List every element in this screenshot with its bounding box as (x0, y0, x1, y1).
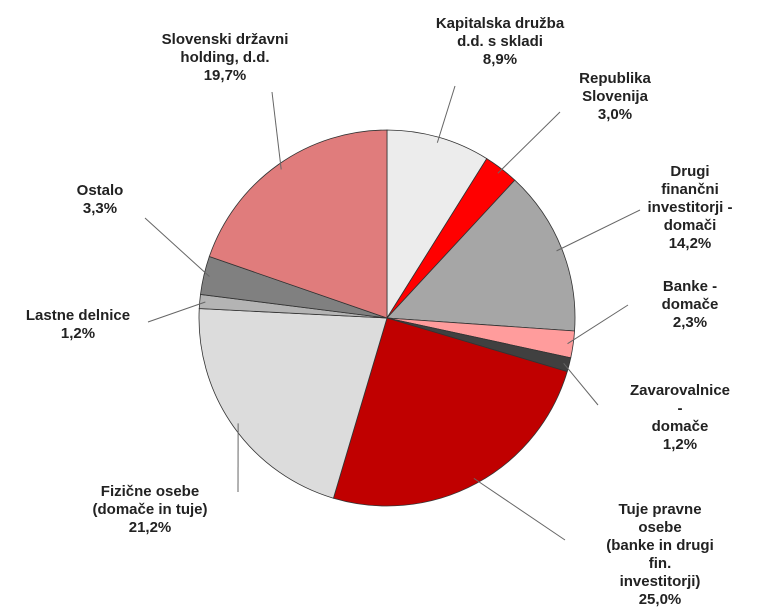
value-label: 2,3% (644, 314, 736, 332)
category-name: Zavarovalnice - domače (629, 382, 731, 436)
leader-line (145, 218, 209, 277)
category-name: Drugi finančni investitorji - domači (644, 163, 736, 235)
value-label: 25,0% (599, 591, 721, 609)
slice-label: Slovenski državni holding, d.d.19,7% (162, 31, 289, 85)
leader-line (272, 92, 281, 169)
category-name: Banke - domače (644, 278, 736, 314)
category-name: Lastne delnice (26, 307, 130, 325)
value-label: 3,3% (77, 200, 124, 218)
category-name: Tuje pravne osebe (banke in drugi fin. i… (599, 501, 721, 591)
leader-line (557, 210, 640, 251)
category-name: Fizične osebe (domače in tuje) (92, 483, 207, 519)
value-label: 19,7% (162, 67, 289, 85)
category-name: Slovenski državni holding, d.d. (162, 31, 289, 67)
leader-line (437, 86, 455, 143)
category-name: Republika Slovenija (579, 70, 651, 106)
value-label: 21,2% (92, 519, 207, 537)
slice-label: Fizične osebe (domače in tuje)21,2% (92, 483, 207, 537)
category-name: Ostalo (77, 182, 124, 200)
slice-label: Tuje pravne osebe (banke in drugi fin. i… (599, 501, 721, 609)
value-label: 14,2% (644, 235, 736, 253)
leader-line (474, 478, 565, 540)
leader-line (564, 363, 598, 405)
category-name: Kapitalska družba d.d. s skladi (436, 15, 564, 51)
value-label: 1,2% (629, 436, 731, 454)
value-label: 8,9% (436, 51, 564, 69)
leader-line (568, 305, 628, 344)
leader-line (148, 302, 205, 322)
value-label: 1,2% (26, 325, 130, 343)
value-label: 3,0% (579, 106, 651, 124)
leader-line (498, 112, 560, 173)
